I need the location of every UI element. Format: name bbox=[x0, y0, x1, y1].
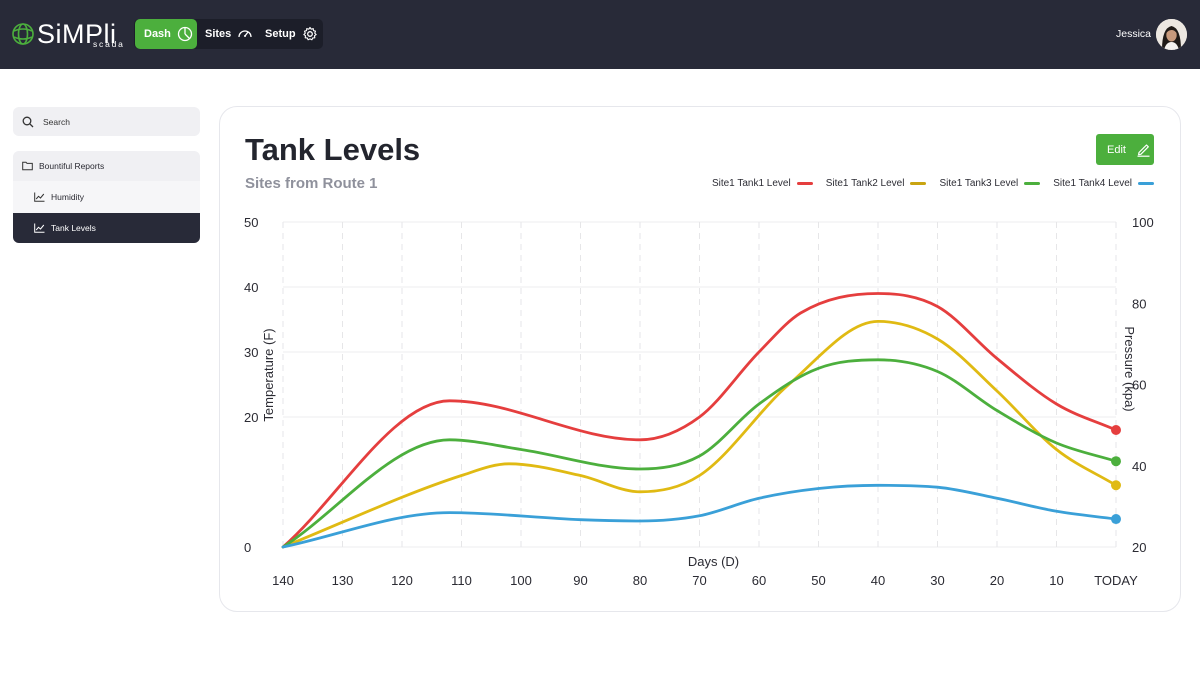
logo-globe-icon bbox=[12, 23, 34, 45]
y-tick-label: 40 bbox=[244, 280, 258, 295]
x-tick-label: 30 bbox=[930, 573, 944, 588]
sidebar-item-tank-levels[interactable]: Tank Levels bbox=[13, 213, 200, 243]
logo-wordmark: SiMPli scada bbox=[37, 18, 129, 50]
x-tick-label: 60 bbox=[752, 573, 766, 588]
series-endpoint-marker bbox=[1111, 480, 1121, 491]
x-tick-label: 20 bbox=[990, 573, 1004, 588]
user-avatar[interactable] bbox=[1156, 19, 1187, 50]
tank-levels-chart: 0 20 30 40 50 20 40 60 80 100 140 130 120 110 100 90 80 7… bbox=[244, 215, 1154, 588]
folder-bountiful-reports[interactable]: Bountiful Reports bbox=[13, 151, 200, 181]
y2-tick-label: 40 bbox=[1132, 459, 1146, 474]
legend-item[interactable]: Site1 Tank1 Level bbox=[712, 178, 813, 189]
y2-tick-label: 100 bbox=[1132, 215, 1154, 230]
series-line-3 bbox=[281, 358, 1118, 549]
y-tick-label: 20 bbox=[244, 410, 258, 425]
sidebar-item-humidity[interactable]: Humidity bbox=[13, 182, 200, 212]
x-tick-label: TODAY bbox=[1094, 573, 1138, 588]
line-chart-icon bbox=[34, 223, 45, 233]
y-tick-label: 50 bbox=[244, 215, 258, 230]
y-tick-label: 30 bbox=[244, 345, 258, 360]
series-line-1 bbox=[281, 292, 1118, 549]
legend-label: Site1 Tank4 Level bbox=[1053, 178, 1132, 189]
legend-swatch bbox=[1138, 182, 1154, 185]
legend-swatch bbox=[1024, 182, 1041, 185]
series-endpoint-marker bbox=[1111, 456, 1121, 467]
user-name[interactable]: Jessica bbox=[1116, 28, 1152, 40]
nav-setup-label: Setup bbox=[265, 28, 296, 40]
gear-icon bbox=[302, 26, 317, 41]
folder-icon bbox=[22, 161, 33, 171]
edit-button[interactable]: Edit bbox=[1096, 134, 1154, 165]
top-nav-bar: SiMPli scada Dash Sites Setup bbox=[0, 0, 1200, 69]
report-card: Tank Levels Sites from Route 1 Edit Site… bbox=[219, 106, 1181, 612]
dashboard-pie-icon bbox=[177, 26, 193, 42]
main-nav: Dash Sites Setup bbox=[134, 19, 323, 49]
nav-setup-button[interactable]: Setup bbox=[265, 19, 318, 49]
x-tick-label: 10 bbox=[1049, 573, 1063, 588]
simpli-scada-logo[interactable]: SiMPli scada bbox=[12, 18, 129, 50]
y2-tick-label: 60 bbox=[1132, 378, 1146, 393]
x-tick-label: 80 bbox=[633, 573, 647, 588]
page-title: Tank Levels bbox=[245, 132, 421, 167]
legend-label: Site1 Tank3 Level bbox=[939, 178, 1019, 189]
y2-axis-label: Pressure (kpa) bbox=[1122, 326, 1137, 411]
search-icon bbox=[22, 116, 34, 128]
sidebar-item-label: Humidity bbox=[51, 192, 85, 202]
gauge-icon bbox=[238, 30, 252, 38]
nav-dash-label: Dash bbox=[144, 28, 171, 40]
x-tick-label: 140 bbox=[272, 573, 294, 588]
legend-label: Site1 Tank1 Level bbox=[711, 178, 791, 189]
nav-dash-button[interactable]: Dash bbox=[135, 19, 197, 49]
legend-item[interactable]: Site1 Tank2 Level bbox=[826, 178, 927, 189]
x-axis-label: Days (D) bbox=[688, 554, 739, 569]
y-axis-label: Temperature (F) bbox=[261, 328, 276, 421]
edit-label: Edit bbox=[1107, 143, 1126, 156]
legend-swatch bbox=[910, 182, 927, 185]
sidebar-item-label: Tank Levels bbox=[51, 223, 96, 233]
nav-sites-label: Sites bbox=[205, 28, 232, 40]
series-line-4 bbox=[281, 483, 1118, 549]
search-input[interactable] bbox=[43, 114, 193, 129]
chart-legend: Site1 Tank1 Level Site1 Tank2 Level Site… bbox=[699, 178, 1154, 189]
page-subtitle: Sites from Route 1 bbox=[245, 175, 378, 192]
y2-tick-label: 80 bbox=[1132, 296, 1146, 311]
x-tick-label: 100 bbox=[510, 573, 532, 588]
x-tick-label: 120 bbox=[391, 573, 413, 588]
x-tick-label: 40 bbox=[871, 573, 885, 588]
line-chart-icon bbox=[34, 192, 45, 202]
x-tick-label: 70 bbox=[692, 573, 706, 588]
pencil-icon bbox=[1137, 144, 1150, 157]
folder-label: Bountiful Reports bbox=[39, 161, 105, 171]
logo-text: SiMPli bbox=[37, 19, 117, 49]
report-tree: Bountiful Reports Humidity Tank Levels bbox=[13, 151, 200, 243]
series-endpoint-marker bbox=[1111, 514, 1121, 525]
series-endpoint-marker bbox=[1111, 425, 1121, 435]
avatar-portrait bbox=[1156, 19, 1187, 50]
nav-sites-button[interactable]: Sites bbox=[204, 19, 253, 49]
x-tick-label: 110 bbox=[451, 573, 472, 588]
y2-tick-label: 20 bbox=[1132, 540, 1146, 555]
legend-item[interactable]: Site1 Tank4 Level bbox=[1053, 178, 1154, 189]
legend-label: Site1 Tank2 Level bbox=[825, 178, 905, 189]
x-tick-label: 130 bbox=[332, 573, 354, 588]
logo-subtext: scada bbox=[93, 39, 125, 49]
legend-item[interactable]: Site1 Tank3 Level bbox=[939, 178, 1041, 189]
y-tick-label: 0 bbox=[244, 540, 251, 555]
series-line-2 bbox=[281, 319, 1118, 549]
x-tick-label: 50 bbox=[811, 573, 825, 588]
x-tick-label: 90 bbox=[573, 573, 587, 588]
search-box[interactable] bbox=[13, 107, 200, 136]
legend-swatch bbox=[796, 182, 813, 185]
